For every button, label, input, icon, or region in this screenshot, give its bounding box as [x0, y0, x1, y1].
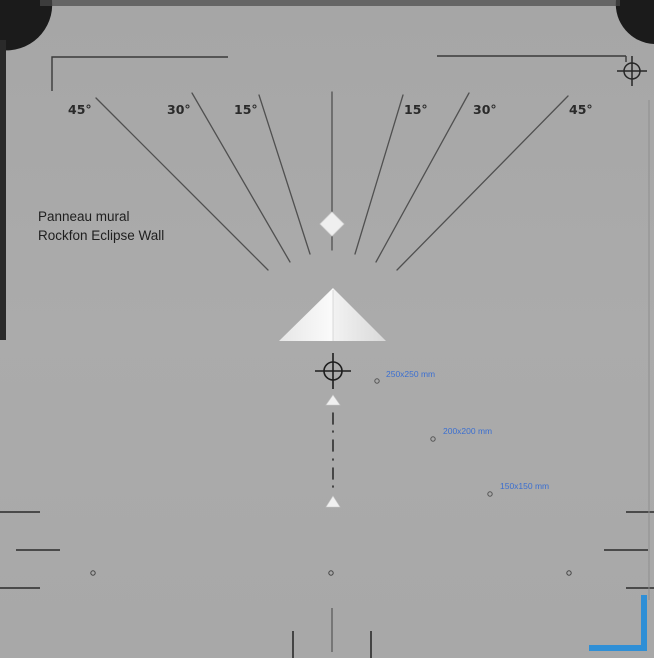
panel-name-line-1: Panneau mural — [38, 209, 130, 224]
bottom-guide-lines — [292, 608, 372, 658]
left-edge-ticks — [0, 511, 60, 589]
size-label-250: 250x250 mm — [386, 369, 435, 379]
angle-label-left-15: 15° — [234, 102, 258, 117]
large-triangle-shape — [279, 288, 386, 341]
right-edge-ticks — [604, 511, 654, 589]
angle-label-left-45: 45° — [68, 102, 92, 117]
small-triangle-bottom — [325, 495, 341, 508]
size-marker-dot-250 — [374, 378, 380, 384]
size-marker-dot-200 — [430, 436, 436, 442]
top-edge-shadow — [40, 0, 620, 6]
crosshair-top-right — [617, 56, 647, 86]
top-left-bracket — [51, 56, 228, 91]
bottom-right-blue-bracket — [589, 595, 647, 651]
bottom-dot-right — [566, 570, 572, 576]
top-left-corner-cutout — [0, 0, 53, 51]
bottom-dot-left — [90, 570, 96, 576]
angle-label-right-15: 15° — [404, 102, 428, 117]
size-label-200: 200x200 mm — [443, 426, 492, 436]
crosshair-center — [315, 353, 351, 389]
angle-fan-lines — [95, 91, 569, 271]
angle-label-right-30: 30° — [473, 102, 497, 117]
left-edge-shadow — [0, 40, 6, 340]
size-marker-dot-150 — [487, 491, 493, 497]
angle-label-right-45: 45° — [569, 102, 593, 117]
small-diamond-shape — [319, 211, 345, 237]
top-right-corner-cutout — [615, 0, 654, 44]
size-label-150: 150x150 mm — [500, 481, 549, 491]
bottom-dot-center — [328, 570, 334, 576]
angle-label-left-30: 30° — [167, 102, 191, 117]
small-triangle-top — [325, 394, 341, 406]
panel-name-line-2: Rockfon Eclipse Wall — [38, 228, 164, 243]
